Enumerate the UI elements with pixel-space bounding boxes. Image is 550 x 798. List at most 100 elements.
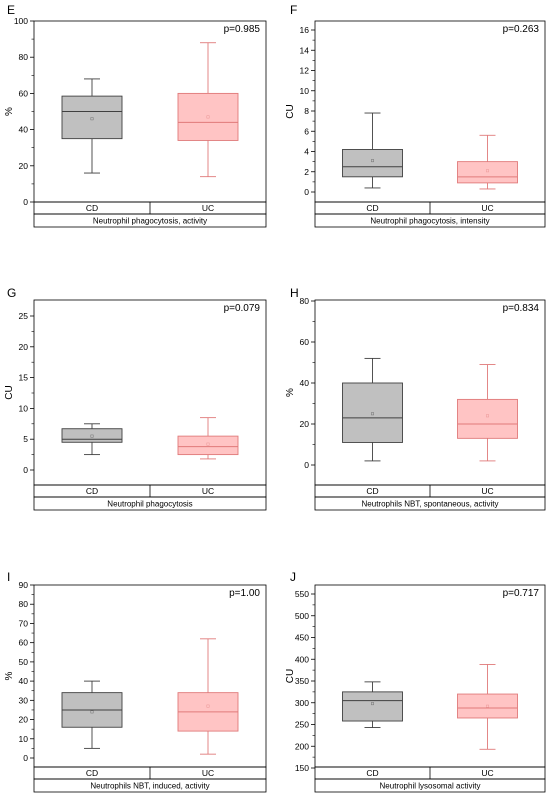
y-tick-label: 70	[19, 618, 29, 628]
p-value: p=0.717	[503, 588, 540, 599]
panel-i: I CD UC Neutrophils NBT, induced, activity 0…	[4, 570, 267, 793]
group-label: Neutrophil phagocytosis	[107, 500, 192, 509]
y-axis-label: %	[285, 388, 296, 397]
y-tick-label: 6	[304, 126, 309, 136]
mean-marker	[371, 159, 374, 163]
category-label-uc: UC	[202, 486, 214, 496]
p-value: p=0.079	[224, 303, 261, 314]
category-label-uc: UC	[481, 486, 493, 496]
y-tick-label: 450	[295, 633, 309, 643]
category-label-cd: CD	[86, 768, 98, 778]
y-tick-label: 20	[300, 419, 310, 429]
y-tick-label: 25	[19, 311, 29, 321]
mean-marker	[206, 704, 210, 708]
p-value: p=0.834	[503, 303, 540, 314]
p-value: p=0.985	[224, 24, 261, 35]
box-cd	[342, 357, 403, 462]
y-tick-label: 2	[304, 167, 309, 177]
y-axis-label: CU	[4, 385, 15, 399]
panel-letter: I	[7, 570, 10, 584]
mean-marker	[371, 702, 374, 706]
panel-e: E CD UC Neutrophil phagocytosis, activity 0 2…	[4, 3, 267, 228]
y-tick-label: 100	[14, 16, 28, 26]
y-tick-label: 60	[300, 337, 310, 347]
box-uc	[457, 364, 518, 462]
box-cd	[61, 423, 123, 456]
panel-letter: E	[7, 3, 15, 17]
y-tick-label: 250	[295, 720, 309, 730]
panel-letter: H	[290, 286, 299, 300]
panel-letter: J	[290, 570, 296, 584]
y-tick-label: 350	[295, 676, 309, 686]
mean-marker	[371, 412, 374, 416]
y-tick-label: 40	[19, 676, 29, 686]
y-tick-label: 30	[19, 695, 29, 705]
mean-marker	[90, 117, 94, 121]
panel-g: G CD UC Neutrophil phagocytosis 0 5 10 15 20 25 CU…	[4, 286, 267, 511]
y-axis-label: CU	[285, 104, 296, 118]
category-label-uc: UC	[481, 768, 493, 778]
y-tick-label: 80	[300, 296, 310, 306]
y-tick-label: 90	[19, 580, 29, 590]
y-tick-label: 4	[304, 147, 309, 157]
box-uc	[177, 417, 239, 460]
iqr-box	[457, 693, 518, 719]
y-tick-label: 20	[19, 715, 29, 725]
iqr-box	[177, 92, 239, 141]
y-tick-label: 60	[19, 88, 29, 98]
y-tick-label: 10	[19, 734, 29, 744]
y-tick-label: 16	[300, 25, 310, 35]
mean-marker	[90, 710, 94, 714]
y-axis-label: %	[4, 107, 15, 116]
box-uc	[457, 664, 518, 750]
y-tick-label: 150	[295, 763, 309, 773]
mean-marker	[206, 442, 210, 446]
y-tick-label: 0	[304, 187, 309, 197]
category-label-uc: UC	[202, 768, 214, 778]
iqr-box	[342, 691, 403, 722]
mean-marker	[90, 434, 94, 438]
panel-letter: G	[7, 286, 16, 300]
category-label-cd: CD	[366, 768, 378, 778]
y-tick-label: 550	[295, 589, 309, 599]
category-label-uc: UC	[202, 203, 214, 213]
y-tick-label: 20	[19, 342, 29, 352]
box-uc	[177, 638, 239, 755]
y-tick-label: 5	[23, 434, 28, 444]
category-label-cd: CD	[86, 203, 98, 213]
y-tick-label: 0	[23, 465, 28, 475]
box-cd	[61, 78, 123, 174]
group-label: Neutrophil phagocytosis, activity	[93, 217, 207, 226]
group-label: Neutrophils NBT, induced, activity	[90, 782, 209, 791]
iqr-box	[457, 398, 518, 439]
y-tick-label: 0	[304, 460, 309, 470]
plot-frame	[314, 584, 546, 768]
y-tick-label: 300	[295, 698, 309, 708]
group-label: Neutrophils NBT, spontaneous, activity	[362, 500, 499, 509]
panel-h: H CD UC Neutrophils NBT, spontaneous, activ…	[285, 286, 546, 511]
p-value: p=1.00	[229, 588, 260, 599]
y-tick-label: 0	[23, 197, 28, 207]
panel-f: F CD UC Neutrophil phagocytosis, intensity 0…	[285, 3, 546, 228]
iqr-box	[457, 161, 518, 184]
mean-marker	[486, 169, 489, 173]
y-axis-label: %	[4, 671, 15, 680]
y-tick-label: 20	[19, 161, 29, 171]
y-tick-label: 60	[19, 638, 29, 648]
y-tick-label: 14	[300, 45, 310, 55]
y-tick-label: 80	[19, 599, 29, 609]
group-label: Neutrophil phagocytosis, intensity	[370, 217, 489, 226]
category-label-cd: CD	[366, 203, 378, 213]
box-uc	[457, 134, 518, 190]
y-tick-label: 40	[300, 378, 310, 388]
y-tick-label: 80	[19, 52, 29, 62]
plot-frame	[33, 584, 267, 768]
iqr-box	[61, 428, 123, 443]
mean-marker	[486, 414, 489, 418]
y-tick-label: 10	[300, 86, 310, 96]
y-tick-label: 500	[295, 611, 309, 621]
y-tick-label: 12	[300, 66, 310, 76]
category-label-cd: CD	[86, 486, 98, 496]
